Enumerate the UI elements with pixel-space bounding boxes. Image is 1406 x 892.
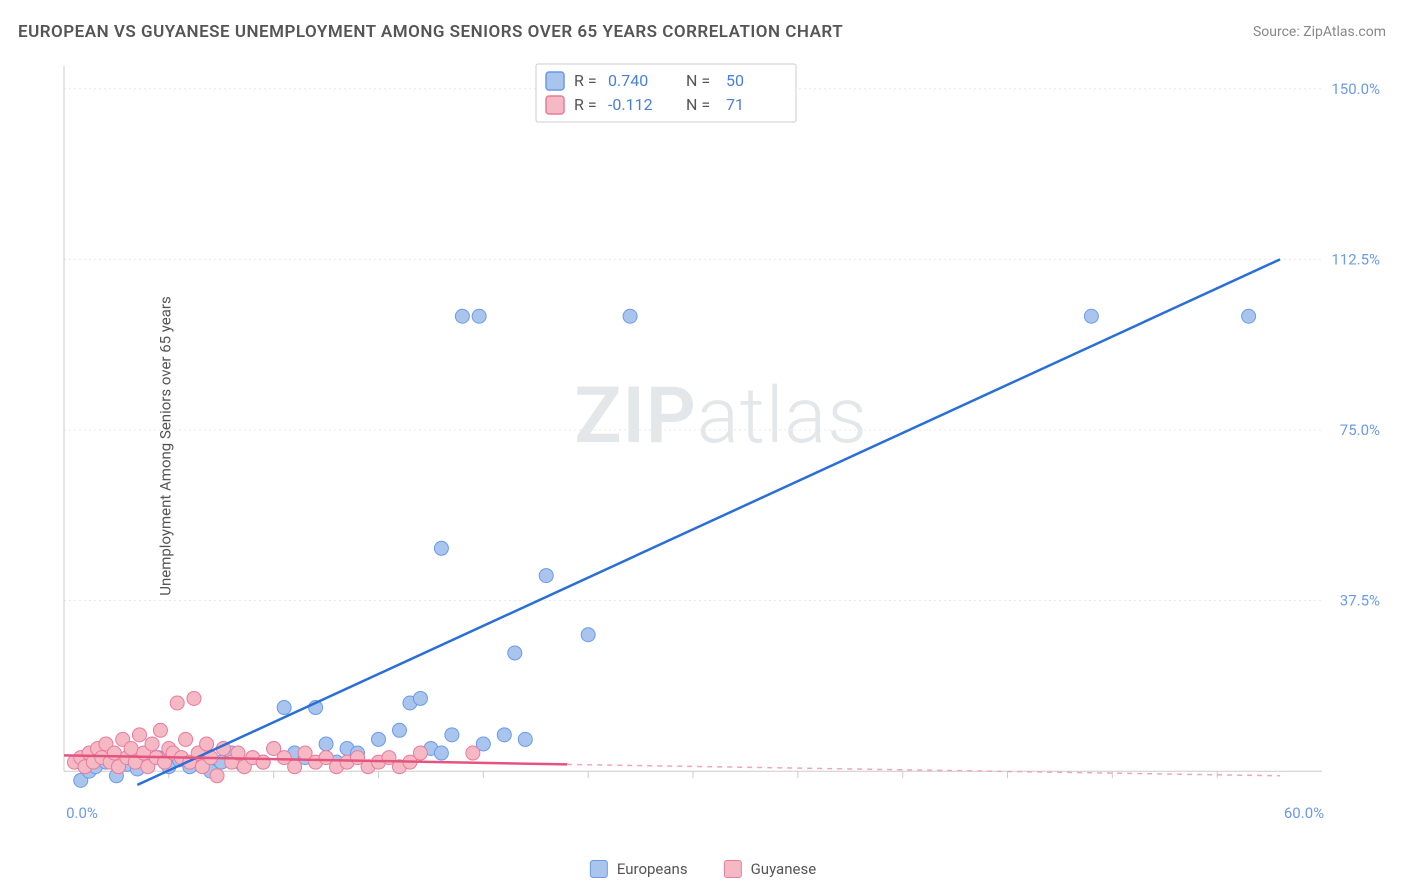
legend-n-value: 71 bbox=[726, 95, 744, 114]
legend-r-label: R = bbox=[574, 95, 597, 114]
data-point bbox=[466, 746, 480, 760]
data-point bbox=[187, 691, 201, 705]
data-point bbox=[539, 569, 553, 583]
data-point bbox=[145, 737, 159, 751]
data-point bbox=[124, 742, 138, 756]
data-point bbox=[256, 755, 270, 769]
legend-r-value: 0.740 bbox=[608, 71, 648, 90]
data-point bbox=[497, 728, 511, 742]
data-point bbox=[277, 701, 291, 715]
y-tick-label: 37.5% bbox=[1340, 592, 1380, 610]
data-point bbox=[455, 309, 469, 323]
legend-item: Guyanese bbox=[724, 860, 817, 878]
data-point bbox=[413, 746, 427, 760]
data-point bbox=[170, 696, 184, 710]
data-point bbox=[107, 746, 121, 760]
data-point bbox=[445, 728, 459, 742]
bottom-legend: Europeans Guyanese bbox=[590, 860, 816, 878]
data-point bbox=[1242, 309, 1256, 323]
legend-r-value: -0.112 bbox=[608, 95, 653, 114]
page-title: EUROPEAN VS GUYANESE UNEMPLOYMENT AMONG … bbox=[18, 22, 843, 42]
legend-n-value: 50 bbox=[726, 71, 744, 90]
data-point bbox=[288, 760, 302, 774]
data-point bbox=[581, 628, 595, 642]
data-point bbox=[372, 732, 386, 746]
y-tick-label: 112.5% bbox=[1331, 250, 1380, 268]
scatter-chart: ZIPatlas 37.5% 75.0% 112.5% 150.0% 0.0% 60.0% R… bbox=[56, 62, 1386, 822]
data-point bbox=[434, 746, 448, 760]
trend-line-guyanese-extrapolated bbox=[567, 764, 1280, 775]
data-point bbox=[472, 309, 486, 323]
legend-swatch bbox=[590, 860, 608, 878]
data-point bbox=[210, 769, 224, 783]
data-point bbox=[508, 646, 522, 660]
data-point bbox=[1084, 309, 1098, 323]
data-point bbox=[200, 737, 214, 751]
data-point bbox=[319, 737, 333, 751]
legend-label: Guyanese bbox=[751, 860, 817, 878]
legend-label: Europeans bbox=[617, 860, 688, 878]
data-point bbox=[132, 728, 146, 742]
y-tick-label: 150.0% bbox=[1331, 80, 1380, 98]
data-point bbox=[623, 309, 637, 323]
legend-n-label: N = bbox=[686, 71, 710, 90]
legend-swatch bbox=[546, 96, 564, 114]
legend-r-label: R = bbox=[574, 71, 597, 90]
trend-line-europeans bbox=[137, 259, 1280, 785]
legend-n-label: N = bbox=[686, 95, 710, 114]
watermark: ZIPatlas bbox=[574, 371, 867, 462]
legend-item: Europeans bbox=[590, 860, 688, 878]
data-point bbox=[153, 723, 167, 737]
data-point bbox=[518, 732, 532, 746]
data-point bbox=[434, 541, 448, 555]
legend-swatch bbox=[724, 860, 742, 878]
data-point bbox=[413, 691, 427, 705]
x-tick-label: 0.0% bbox=[66, 804, 98, 822]
legend-swatch bbox=[546, 72, 564, 90]
y-tick-label: 75.0% bbox=[1340, 421, 1380, 439]
x-tick-label: 60.0% bbox=[1284, 804, 1324, 822]
data-point bbox=[392, 723, 406, 737]
chart-container: ZIPatlas 37.5% 75.0% 112.5% 150.0% 0.0% 60.0% R… bbox=[56, 62, 1386, 822]
data-point bbox=[179, 732, 193, 746]
source-label: Source: ZipAtlas.com bbox=[1253, 24, 1386, 40]
